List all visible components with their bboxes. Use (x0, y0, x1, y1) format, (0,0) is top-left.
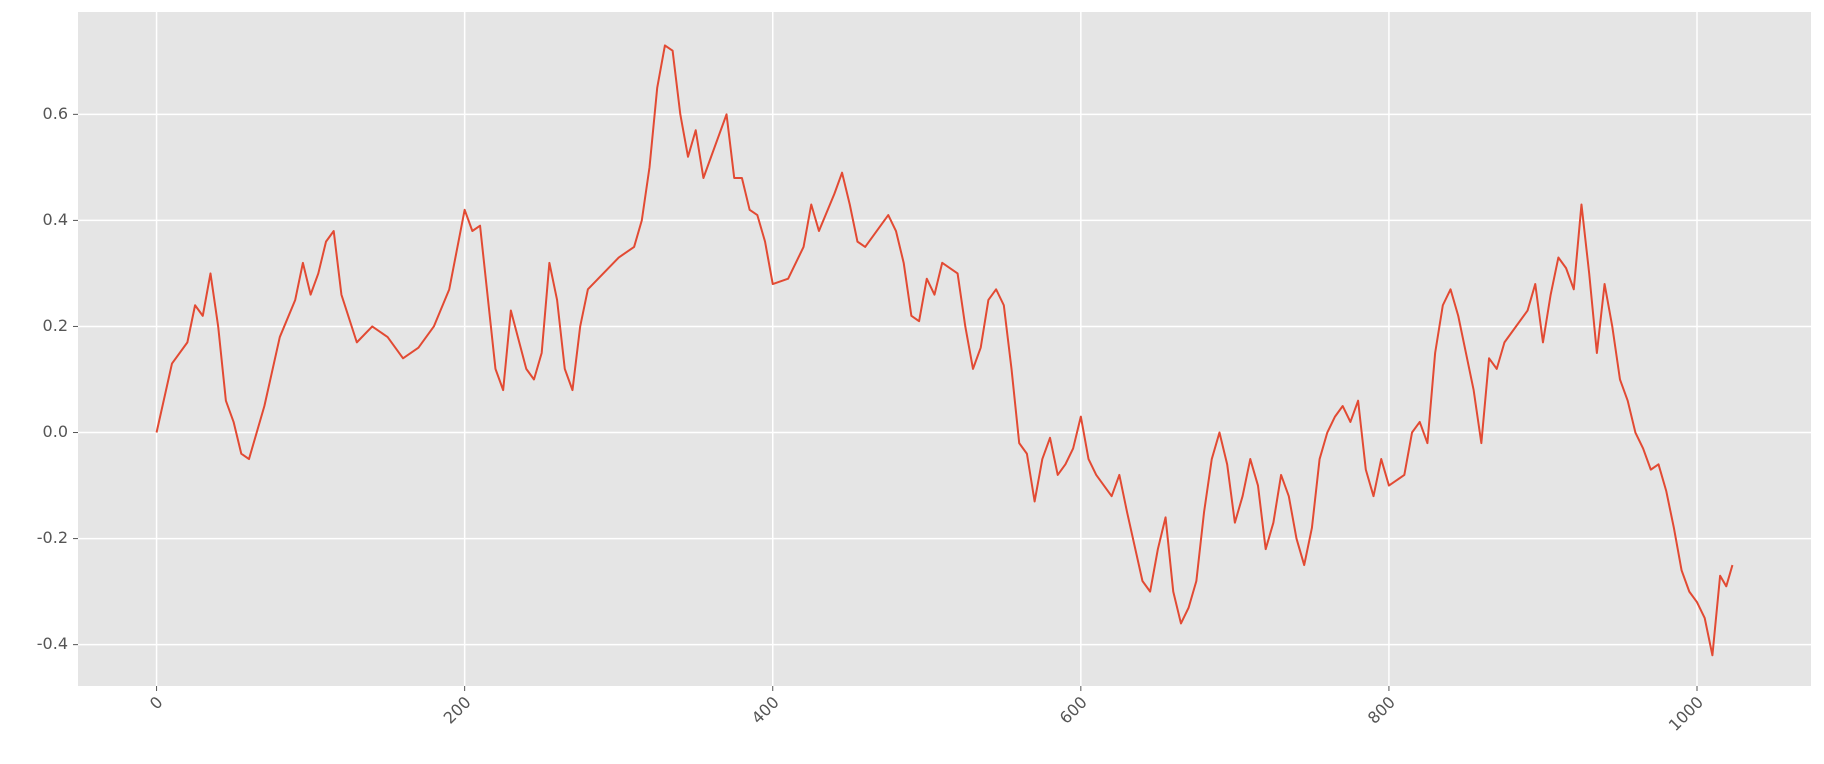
y-tick-label: 0.4 (43, 210, 68, 229)
line-series (155, 44, 1734, 657)
x-tick-label: 400 (748, 693, 783, 728)
x-tick-label: 800 (1364, 693, 1399, 728)
plot-area (78, 12, 1811, 686)
y-tick-label: 0.0 (43, 422, 68, 441)
x-tick-label: 600 (1056, 693, 1091, 728)
y-tick-label: 0.6 (43, 104, 68, 123)
x-tick-label: 200 (440, 693, 475, 728)
y-tick-label: -0.2 (37, 528, 68, 547)
y-tick-label: 0.2 (43, 316, 68, 335)
y-tick-label: -0.4 (37, 634, 68, 653)
x-tick-label: 1000 (1665, 693, 1707, 735)
x-tick-label: 0 (146, 693, 167, 714)
